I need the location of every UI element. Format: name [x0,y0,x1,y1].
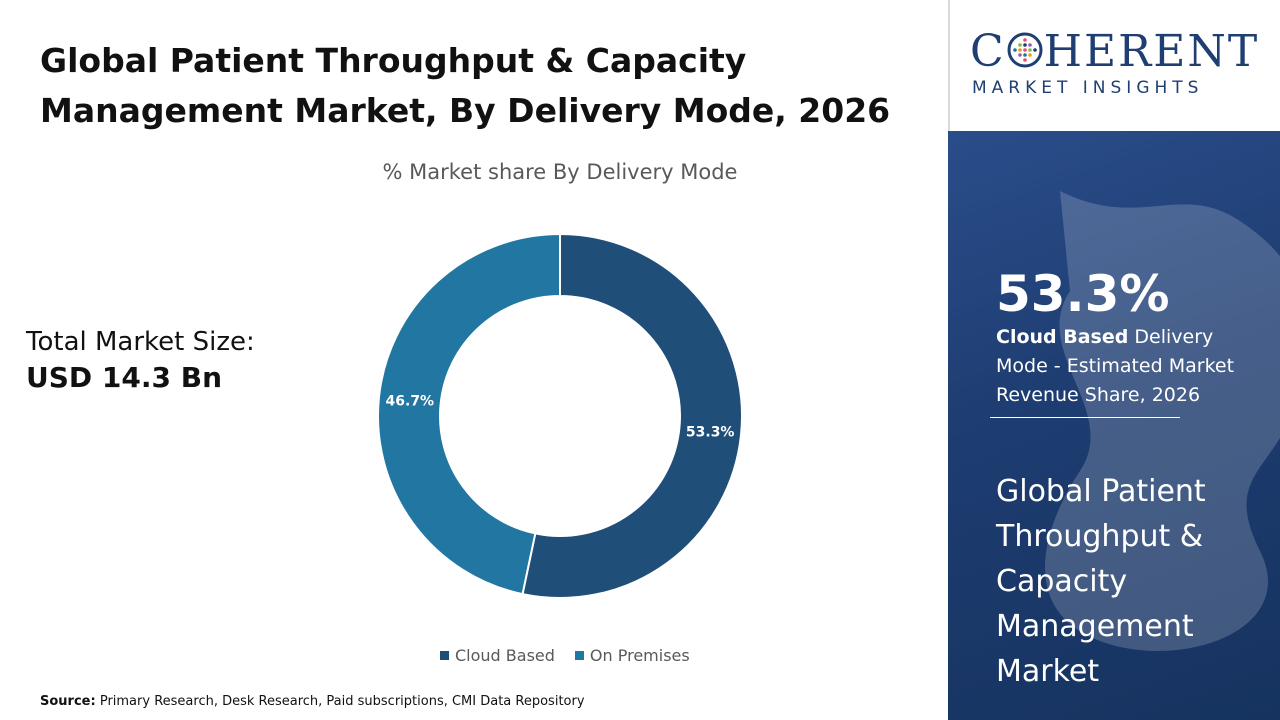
market-size-label: Total Market Size: [26,327,255,357]
legend-label-on-premises: On Premises [589,646,690,665]
map-texture-decoration [1045,191,1280,651]
logo-dot [1022,53,1027,57]
logo-letter-c: C [970,26,1006,77]
logo-dot [1017,53,1022,57]
logo-dot [1032,48,1037,52]
logo-dot [1022,48,1027,52]
data-label-on-premises: 46.7% [386,393,435,409]
legend-item-on-premises: On Premises [574,646,690,665]
donut-chart: 53.3% 46.7% [377,232,743,599]
logo-wordmark: C HERENT [970,28,1259,76]
highlight-value: 53.3% [996,265,1170,323]
logo-letters-herent: HERENT [1043,26,1260,77]
logo-dot [1027,53,1032,57]
market-size-value: USD 14.3 Bn [26,361,222,394]
highlight-description-text: Delivery Mode - Estimated Market Revenue… [996,326,1235,406]
logo: C HERENT MARKET INSIGHTS [948,0,1280,131]
legend-swatch-on-premises [574,651,584,660]
chart-title: % Market share By Delivery Mode [382,160,738,184]
divider [990,417,1180,418]
info-sidebar: C HERENT MARKET INSIGHTS 53.3% Cloud Bas… [948,0,1280,720]
market-name: Global Patient Throughput & Capacity Man… [996,474,1206,689]
legend-item-cloud-based: Cloud Based [440,646,555,665]
data-label-cloud-based: 53.3% [686,425,735,441]
chart-legend: Cloud Based On Premises [440,646,690,665]
highlight-description: Cloud Based Delivery Mode - Estimated Ma… [996,323,1266,410]
logo-dot [1027,43,1032,47]
donut-slice-cloud-based [521,232,743,599]
logo-dot [1022,38,1027,42]
chart-panel: Global Patient Throughput & Capacity Man… [26,41,891,709]
logo-subtitle: MARKET INSIGHTS [972,78,1204,98]
source-text: Primary Research, Desk Research, Paid su… [99,694,585,709]
market-size-block: Total Market Size: USD 14.3 Bn [26,326,326,398]
source-label: Source: [40,694,96,709]
logo-dot [1027,48,1032,52]
source-note: Source: Primary Research, Desk Research,… [40,694,585,709]
logo-dot [1012,48,1017,52]
legend-label-cloud-based: Cloud Based [455,646,555,665]
legend-swatch-cloud-based [440,651,449,660]
page-title: Global Patient Throughput & Capacity Man… [40,41,891,130]
logo-dot [1017,43,1022,47]
highlight-panel: 53.3% Cloud Based Delivery Mode - Estima… [948,131,1280,720]
logo-dot [1022,58,1027,62]
donut-slice-on-premises [377,232,561,596]
logo-dot [1017,48,1022,52]
logo-dot [1022,43,1027,47]
highlight-segment: Cloud Based [996,326,1129,348]
logo-globe-icon [1007,32,1043,68]
